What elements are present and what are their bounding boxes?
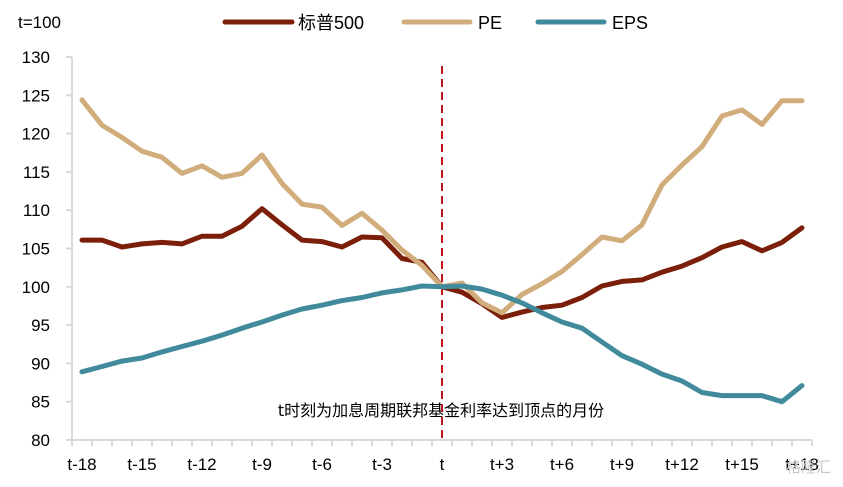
y-tick-label: 115	[23, 163, 50, 182]
y-tick-label: 120	[22, 125, 50, 144]
x-tick-label: t-15	[127, 455, 156, 474]
x-tick-label: t-18	[67, 455, 96, 474]
x-tick-label: t+3	[490, 455, 514, 474]
legend-label-sp500: 标普500	[298, 13, 364, 33]
y-tick-label: 80	[31, 431, 50, 450]
y-tick-label: 90	[31, 354, 50, 373]
y-tick-label: 85	[31, 393, 50, 412]
x-tick-label: t-6	[312, 455, 332, 474]
x-tick-label: t+15	[725, 455, 759, 474]
x-tick-label: t-3	[372, 455, 392, 474]
y-tick-label: 125	[22, 86, 50, 105]
y-tick-label: 130	[22, 48, 50, 67]
series-layer	[79, 97, 805, 405]
x-tick-label: t+6	[550, 455, 574, 474]
x-tick-label: t+9	[610, 455, 634, 474]
legend-label-eps: EPS	[612, 13, 648, 33]
y-tick-label: 100	[22, 278, 50, 297]
y-tick-label: 95	[31, 316, 50, 335]
x-tick-label: t-12	[187, 455, 216, 474]
y-tick-label: 110	[23, 201, 50, 220]
x-tick-label: t	[440, 455, 445, 474]
y-axis: 80 85 90 95 100 105 110 115 120 125 130	[22, 48, 73, 450]
x-tick-label: t+18	[785, 455, 819, 474]
y-tick-label: 105	[22, 240, 50, 259]
legend: 标普500 PE EPS	[222, 13, 648, 33]
unit-label: t=100	[18, 13, 61, 32]
x-tick-label: t-9	[252, 455, 272, 474]
x-axis: t-18 t-15 t-12 t-9 t-6 t-3 t t+3 t+6 t+9 t+12 t+15 t…	[67, 439, 819, 474]
legend-label-pe: PE	[478, 13, 502, 33]
x-tick-label: t+12	[665, 455, 699, 474]
watermark: 格隆汇	[786, 458, 831, 476]
